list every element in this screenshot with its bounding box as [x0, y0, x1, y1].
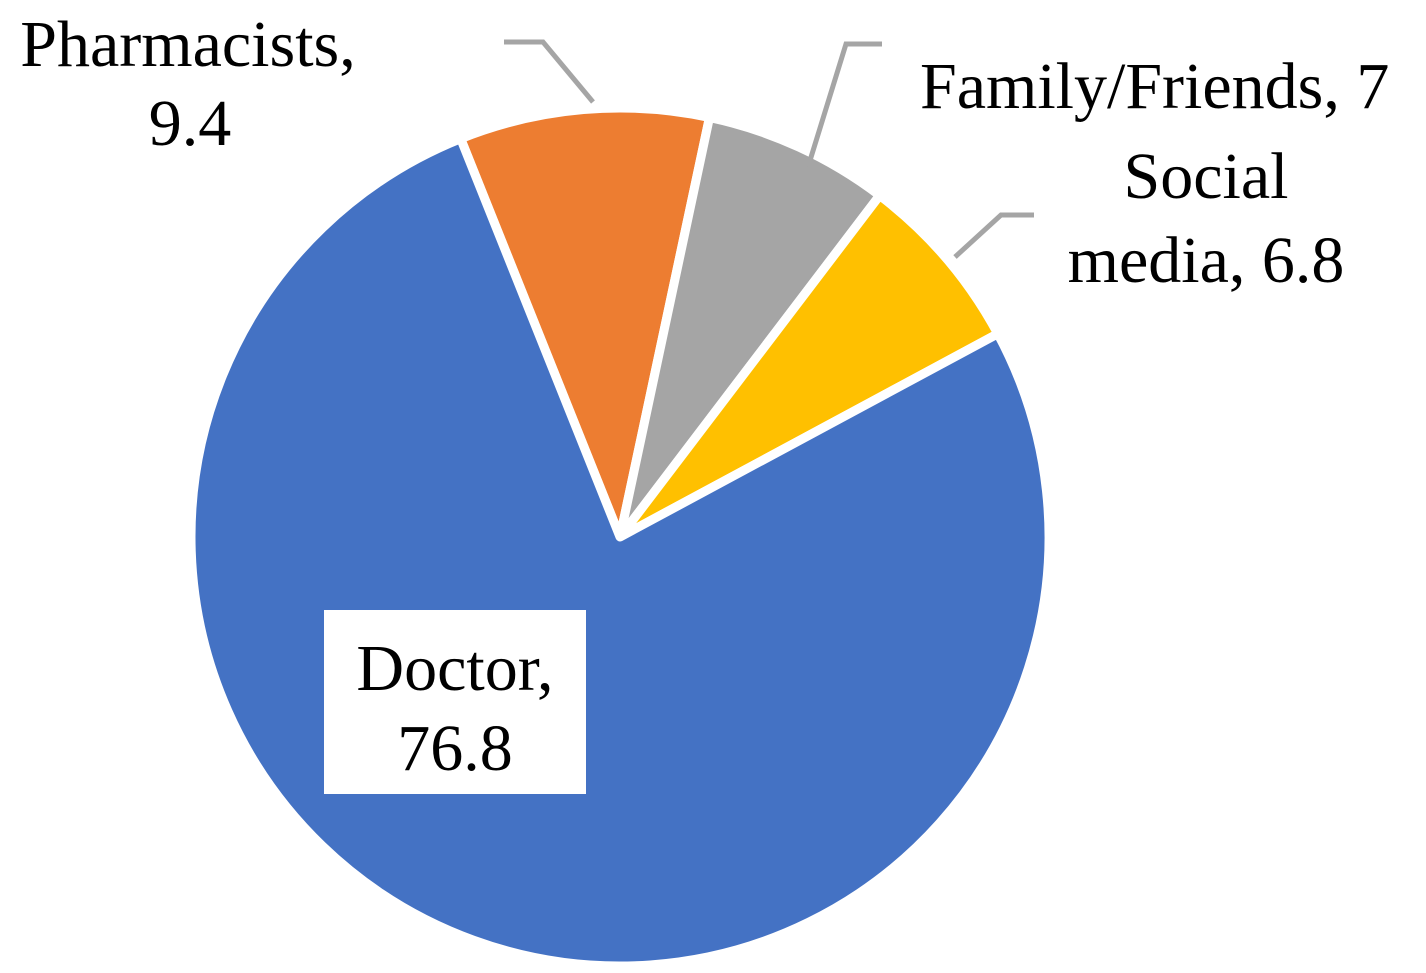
label-social-name: Social: [1124, 140, 1289, 213]
pie-slice-family-friends: [615, 112, 885, 542]
label-pharmacists-name: Pharmacists,: [20, 8, 355, 81]
pie-slice-social-media: [615, 190, 1003, 542]
leader-line-social: [953, 212, 1034, 259]
label-doctor-value: 76.8: [397, 712, 513, 785]
pie-slices: [186, 103, 1054, 971]
label-pharmacists-value: 9.4: [149, 87, 232, 160]
leader-line-pharmacists: [504, 39, 595, 104]
pie-slice-pharmacists: [456, 103, 714, 542]
label-social-value: media, 6.8: [1068, 224, 1345, 297]
label-family: Family/Friends, 7: [920, 50, 1389, 123]
leader-line-family: [805, 41, 882, 168]
label-doctor-name: Doctor,: [356, 632, 553, 705]
label-doctor-box: [324, 610, 586, 794]
